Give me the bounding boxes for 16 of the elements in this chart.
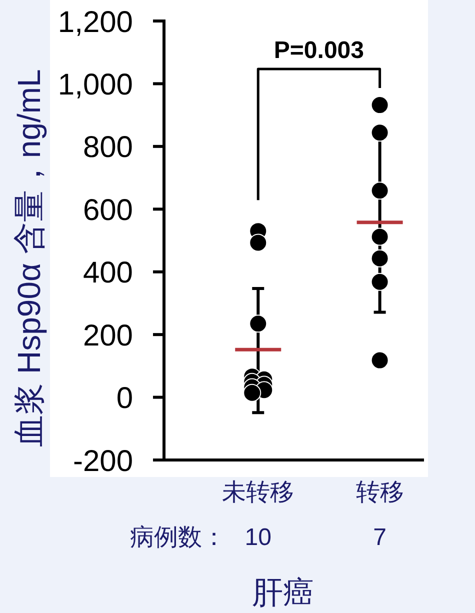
y-tick-label: 0 xyxy=(116,382,133,416)
x-axis-title: 肝癌 xyxy=(252,575,314,610)
y-tick-label: -200 xyxy=(72,444,133,478)
annotation: P=0.003 xyxy=(274,37,364,64)
y-tick-label: 600 xyxy=(82,194,133,227)
y-tick-label: 1,000 xyxy=(58,68,133,102)
annotation: 10 xyxy=(244,524,272,551)
y-tick-label: 800 xyxy=(82,131,133,164)
y-tick-label: 1,200 xyxy=(58,6,133,39)
y-tick-label: 400 xyxy=(82,256,133,290)
x-tick-label: 转移 xyxy=(356,479,404,506)
annotation: 7 xyxy=(373,524,386,551)
annotation: 病例数： xyxy=(130,524,226,551)
y-axis-title: 血浆 Hsp90α 含量，ng/mL xyxy=(11,69,47,447)
y-tick-label: 200 xyxy=(82,319,133,352)
x-tick-label: 未转移 xyxy=(222,479,294,506)
